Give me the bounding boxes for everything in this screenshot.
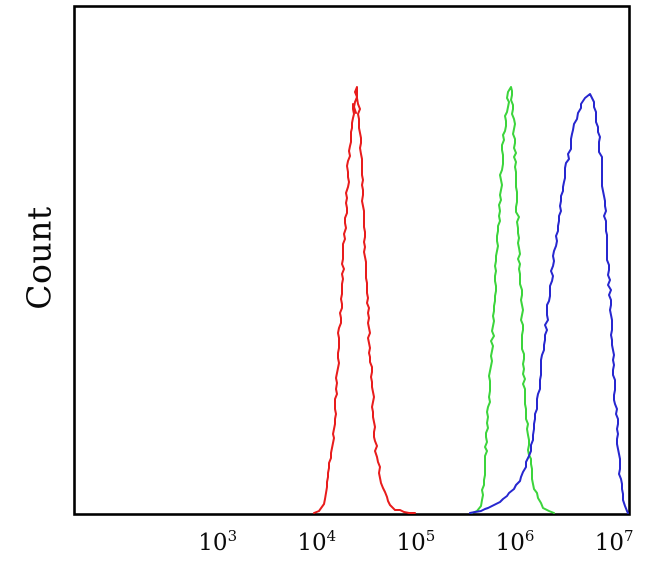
x-tick-label-10e7: 107 [595, 527, 634, 556]
x-tick-label-10e4: 104 [297, 527, 336, 556]
curves-group [313, 86, 629, 514]
plot-border [73, 5, 631, 516]
x-tick-label-10e6: 106 [496, 527, 535, 556]
series-green-curve [471, 86, 555, 514]
x-tick-label-10e5: 105 [397, 527, 436, 556]
series-red-curve [313, 86, 416, 514]
x-axis-tick-labels: 103 104 105 106 107 [198, 527, 633, 556]
x-tick-label-10e3: 103 [198, 527, 237, 556]
series-blue-curve [469, 93, 629, 514]
